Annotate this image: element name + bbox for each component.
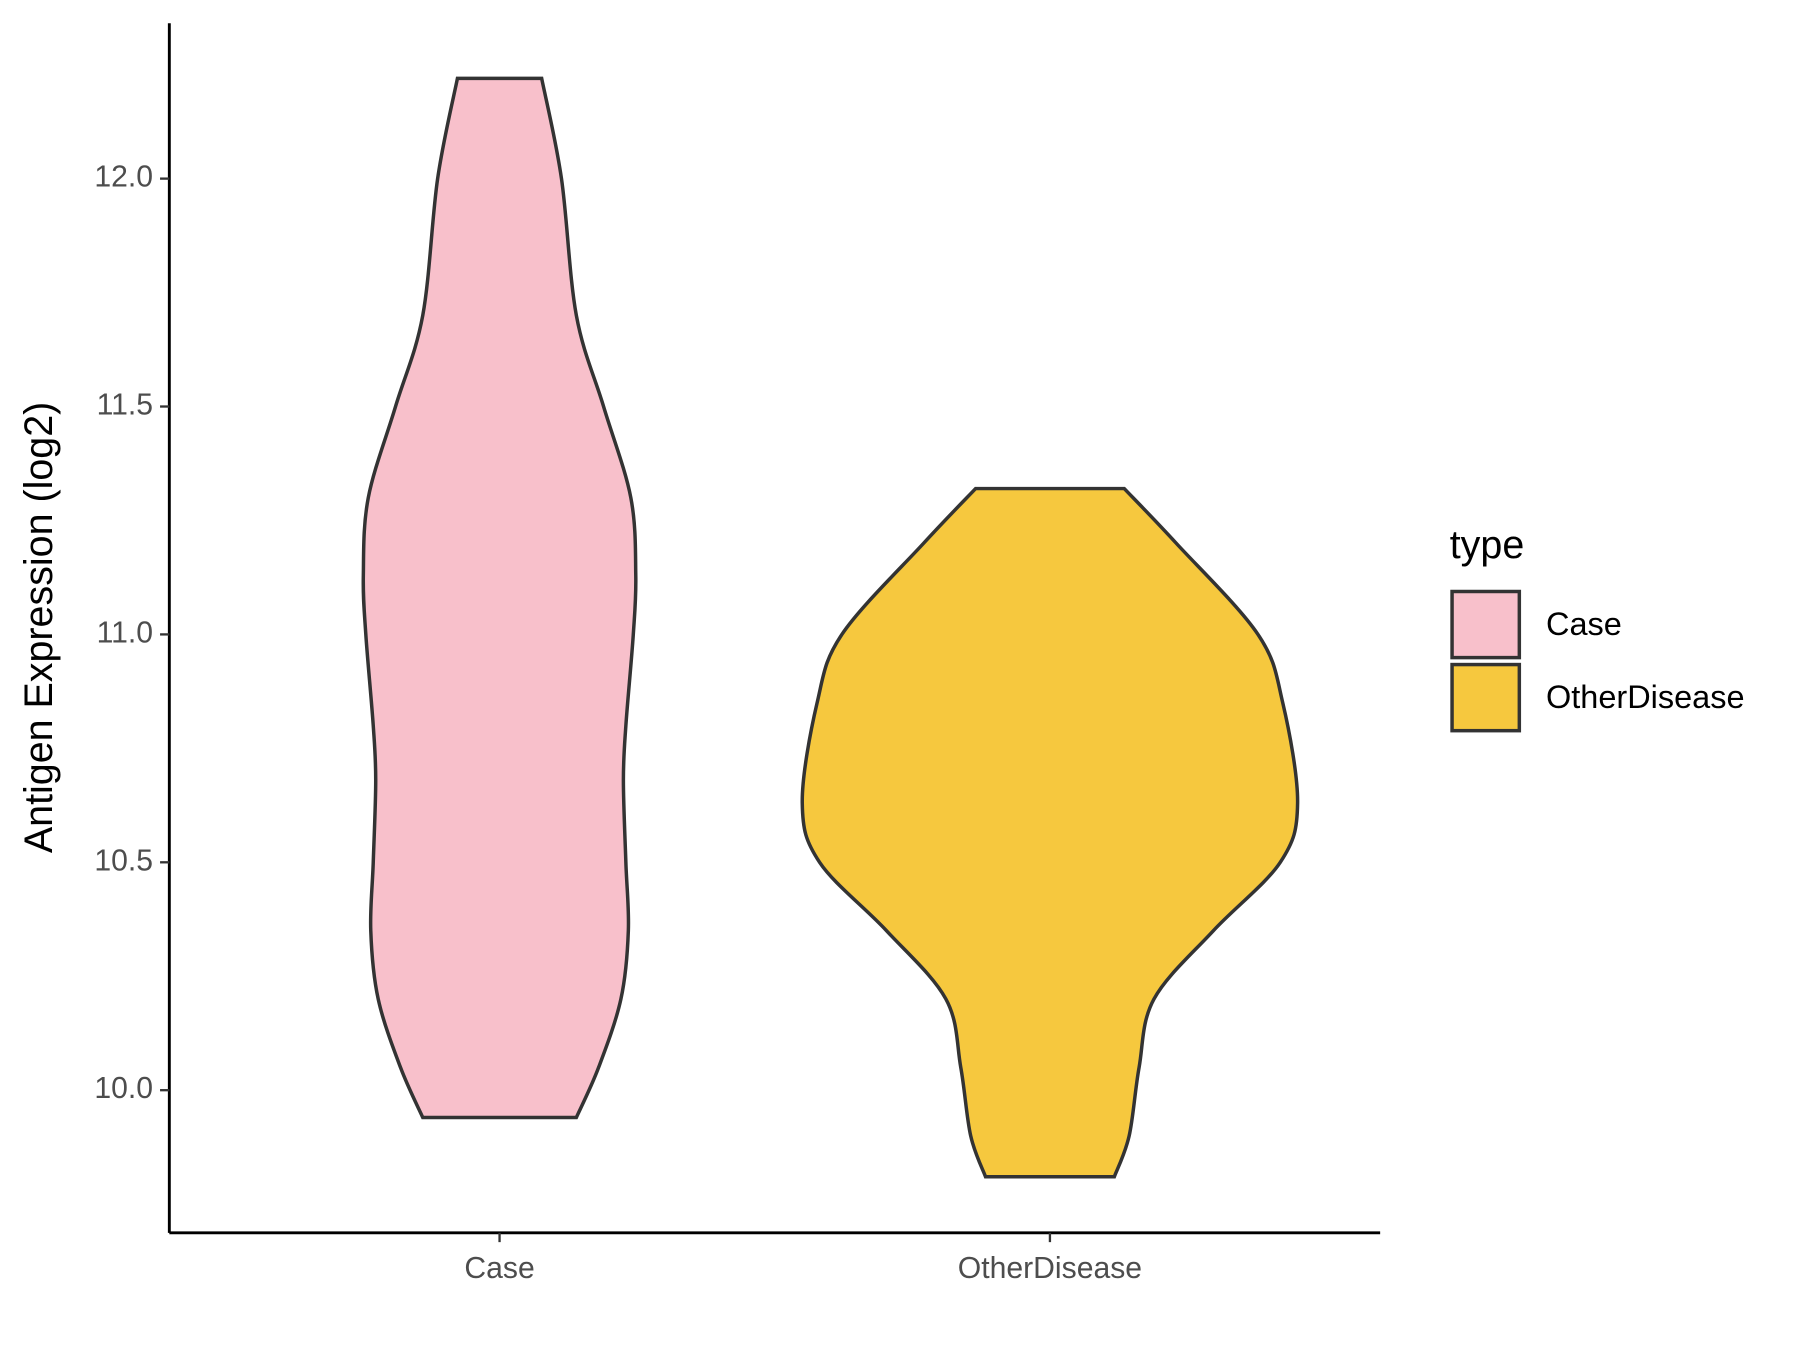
legend-swatch bbox=[1450, 589, 1522, 660]
violin bbox=[800, 486, 1300, 1179]
y-tick-label: 12.0 bbox=[94, 161, 153, 194]
x-tick-label: Case bbox=[464, 1252, 534, 1285]
y-tick-label: 11.5 bbox=[97, 388, 153, 421]
y-tick-label: 11.0 bbox=[97, 616, 153, 649]
y-axis-title: Antigen Expression (log2) bbox=[17, 402, 61, 853]
y-tick-label: 10.5 bbox=[94, 844, 153, 877]
x-tick-label: OtherDisease bbox=[958, 1252, 1142, 1285]
legend-label: Case bbox=[1546, 606, 1622, 642]
violin bbox=[361, 76, 638, 1120]
legend-swatch bbox=[1450, 662, 1522, 733]
legend-title: type bbox=[1450, 523, 1525, 567]
legend-label: OtherDisease bbox=[1546, 679, 1745, 715]
y-tick-label: 10.0 bbox=[94, 1072, 153, 1105]
